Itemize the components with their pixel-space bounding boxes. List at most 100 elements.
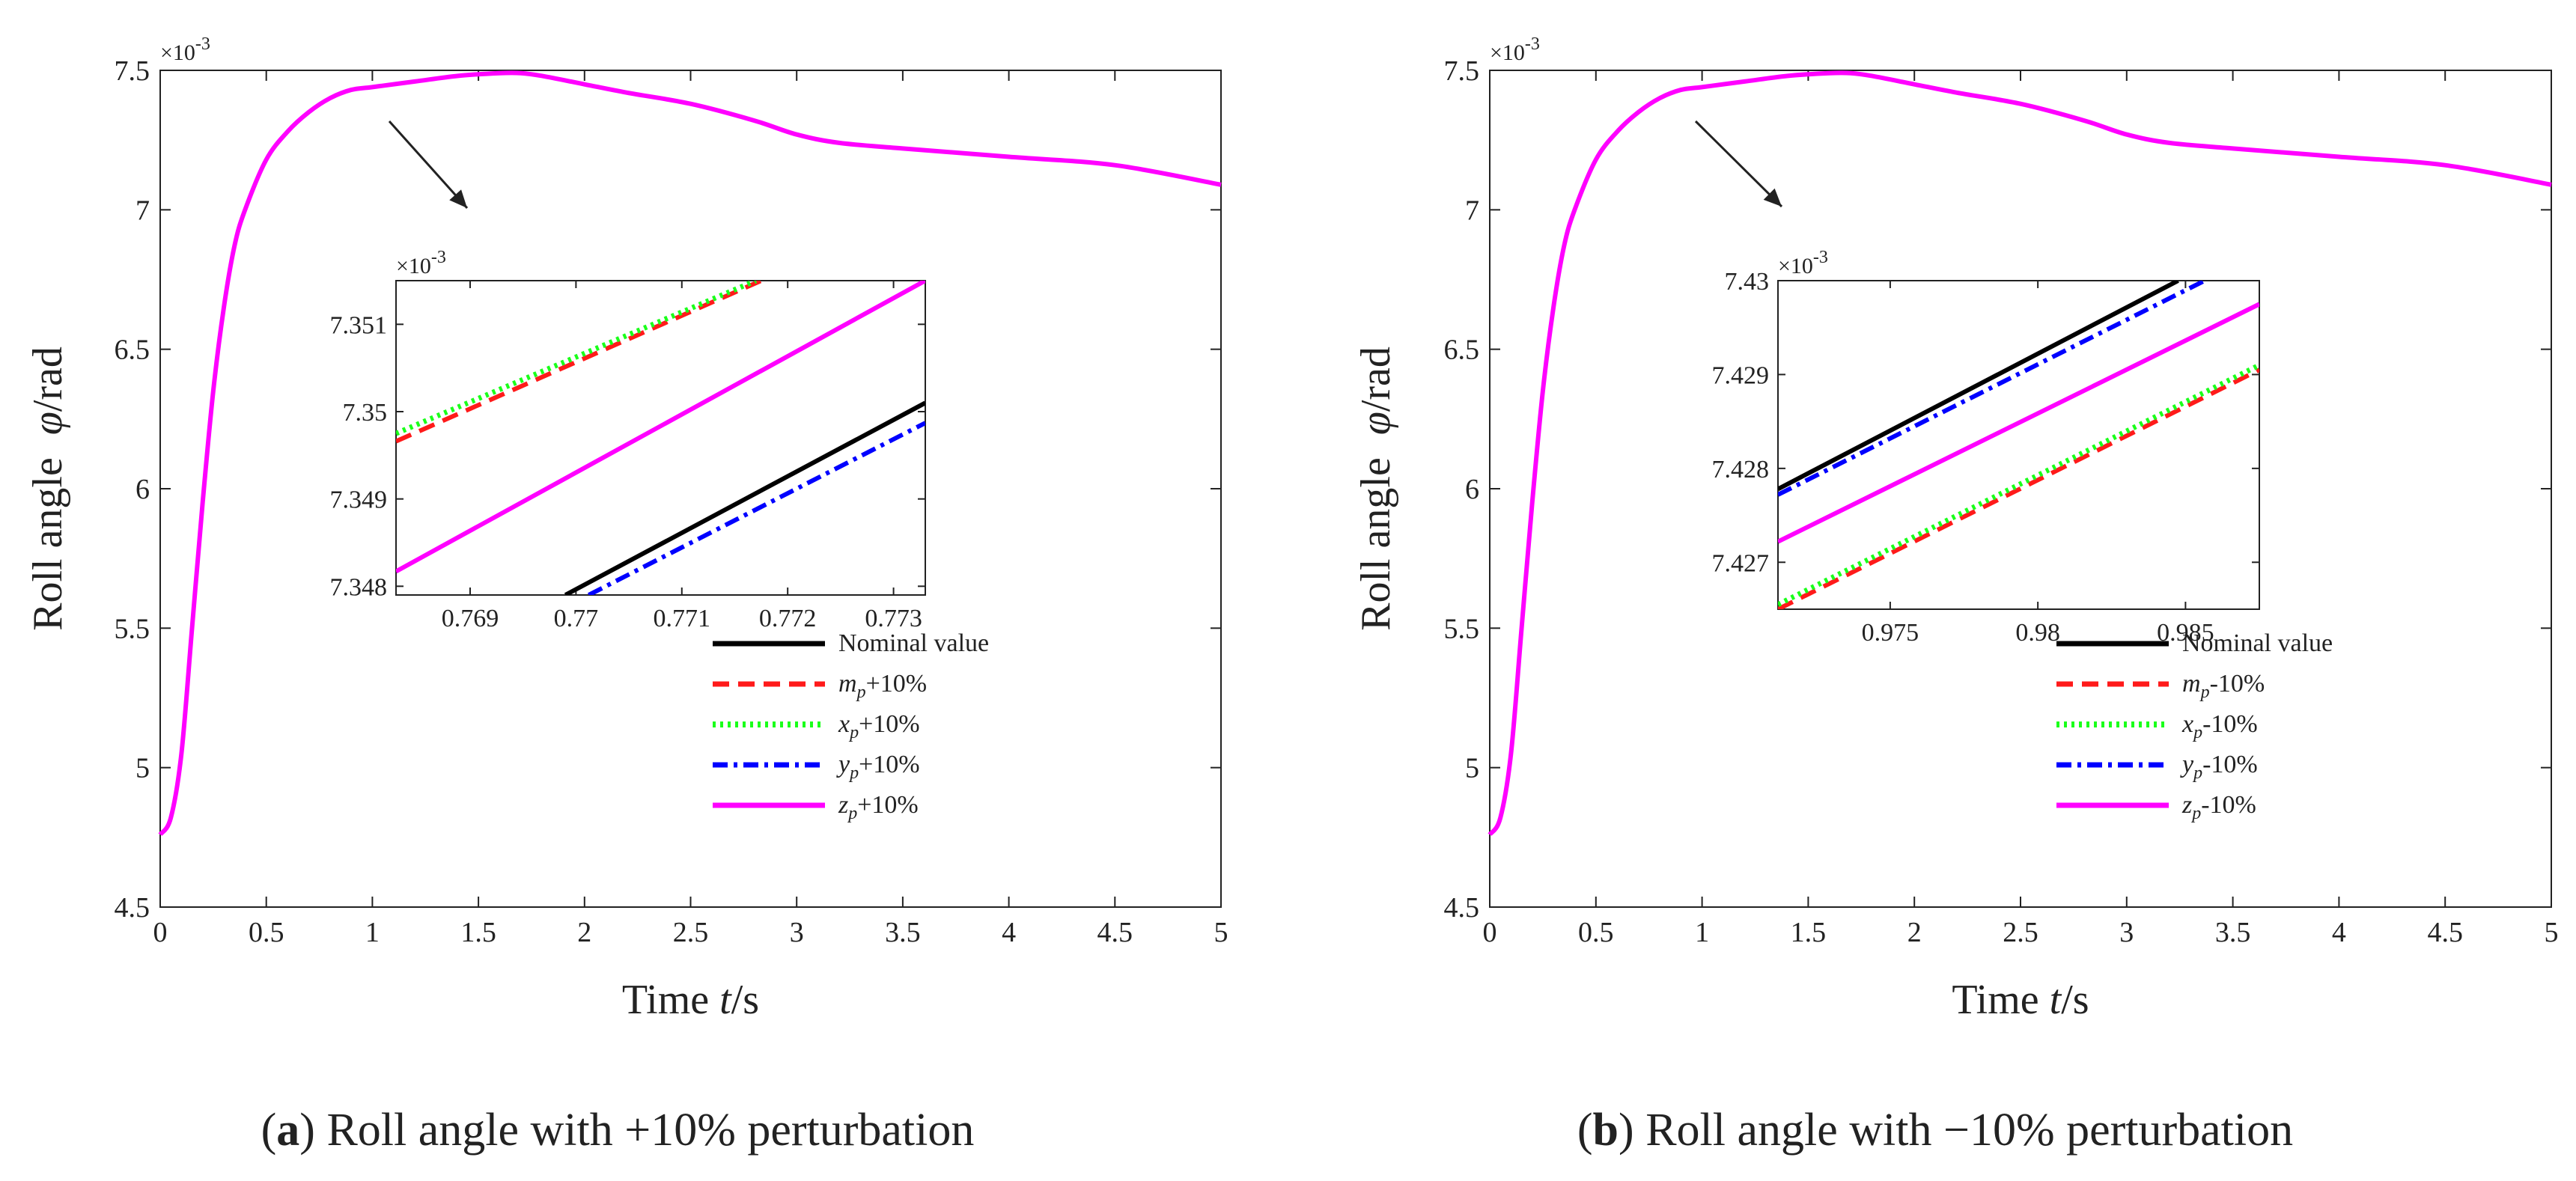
legend-label-zp: zp+10% [838,791,919,823]
inset-series-nominal [564,400,925,595]
legend-suffix: -10% [2210,670,2265,698]
y-tick-label: 7 [1465,195,1479,226]
legend-var: y [2180,751,2194,778]
inset-series-xp [396,281,758,436]
inset-x-tick-label: 0.77 [554,605,599,632]
legend-suffix: +10% [866,670,928,698]
x-tick-label: 0.5 [249,917,284,948]
inset-y-tick-label: 7.428 [1712,456,1770,483]
y-axis-label: Roll angle φ/rad [1353,347,1399,631]
inset-y-multiplier-base: ×10 [1778,254,1813,278]
y-tick-label: 4.5 [115,892,150,924]
x-axis-label-var: t [719,977,732,1023]
legend-label-nominal: Nominal value [2182,629,2333,657]
inset-y-tick-label: 7.427 [1712,549,1770,577]
caption-text: Roll angle with −10% perturbation [1634,1105,2293,1156]
x-tick-label: 5 [2545,917,2559,948]
inset-y-tick-label: 7.351 [330,311,388,339]
legend-sub: p [848,723,859,742]
x-tick-label: 2 [1907,917,1922,948]
inset-x-tick-label: 0.773 [865,605,922,632]
y-axis-label-var: φ [25,412,71,435]
legend-label-zp: zp-10% [2181,791,2256,823]
legend-sub: p [847,804,857,823]
legend-var: y [836,751,850,778]
x-tick-label: 0 [153,917,168,948]
y-tick-label: 5.5 [1444,613,1480,644]
main-curve-zp [1488,70,2552,837]
legend-label-yp: yp+10% [836,751,920,783]
y-tick-label: 6.5 [1444,335,1480,366]
panel-caption: (b) Roll angle with −10% perturbation [1577,1105,2293,1156]
x-tick-label: 5 [1214,917,1228,948]
legend-suffix: +10% [857,791,919,819]
legend-sub: p [2192,723,2202,742]
inset-plot: 0.769 0.77 0.771 0.772 0.773 7.348 7.349 7.35 7.… [330,248,926,632]
panel-caption: (a) Roll angle with +10% perturbation [261,1105,975,1156]
legend-label-nominal: Nominal value [838,629,989,657]
x-tick-label: 1 [365,917,380,948]
x-tick-label: 1 [1695,917,1709,948]
y-axis-label-main: Roll angle [25,447,71,631]
legend-label-yp: yp-10% [2180,751,2258,783]
inset-frame [395,280,926,596]
inset-y-tick-label: 7.43 [1725,268,1770,296]
x-axis-label-main: Time [1952,977,2049,1023]
x-axis-label-main: Time [622,977,719,1023]
chart-panel-b: 0 0.5 1 1.5 2 2.5 3 3.5 4 4.5 54.555.566.577.5×10-… [1353,34,2559,1156]
y-tick-label: 5 [136,753,150,784]
chart-panel-a: 0 0.5 1 1.5 2 2.5 3 3.5 4 4.5 54.555.566.577.5×10-… [25,34,1228,1156]
inset-series-nominal [1778,281,2179,492]
x-axis-label-var: t [2050,977,2062,1023]
y-tick-label: 5 [1465,753,1479,784]
x-axis-label-unit: /s [2061,977,2089,1023]
zoom-arrow-shaft [1694,120,1783,208]
x-tick-label: 2 [577,917,591,948]
x-tick-label: 3.5 [885,917,921,948]
x-tick-label: 4 [1002,917,1016,948]
legend-var: m [838,670,857,698]
y-tick-label: 4.5 [1444,892,1480,924]
y-tick-label: 6 [1465,474,1479,505]
x-tick-label: 2.5 [2003,917,2038,948]
legend-sub: p [848,763,859,783]
inset-y-multiplier: ×10-3 [1778,248,1828,278]
y-tick-label: 5.5 [115,613,150,644]
inset-series-group [1778,281,2259,609]
y-tick-label: 6.5 [115,335,150,366]
x-tick-label: 1.5 [1791,917,1827,948]
inset-y-tick-label: 7.348 [330,573,388,601]
inset-x-tick-label: 0.771 [654,605,711,632]
legend-sub: p [2190,804,2201,823]
x-axis-label: Time t/s [622,977,759,1023]
legend-suffix: +10% [859,751,920,778]
legend-label-mp: mp-10% [2182,670,2265,702]
x-tick-label: 3 [2119,917,2134,948]
inset-frame [1777,280,2260,610]
zoom-arrow-shaft [388,120,469,210]
x-axis-label-unit: /s [731,977,759,1023]
zoom-arrow-head [449,189,467,208]
legend-var: z [838,791,848,819]
x-tick-label: 4.5 [2427,917,2463,948]
x-tick-label: 4 [2332,917,2346,948]
legend-suffix: Nominal value [838,629,989,657]
inset-series-mp [396,281,763,444]
y-tick-label: 7.5 [1444,55,1480,87]
caption-close-paren: ) [1619,1105,1634,1156]
x-tick-label: 0 [1483,917,1497,948]
y-axis-label-unit: /rad [25,347,71,412]
legend-sub: p [2199,683,2210,702]
inset-x-tick-label: 0.98 [2015,619,2060,647]
y-multiplier-exponent: -3 [195,34,210,54]
inset-y-tick-label: 7.349 [330,486,388,514]
inset-x-tick-label: 0.975 [1862,619,1919,647]
inset-series-zp [1778,302,2259,544]
legend-var: z [2181,791,2192,819]
x-tick-label: 3 [790,917,804,948]
legend-suffix: -10% [2202,710,2258,738]
